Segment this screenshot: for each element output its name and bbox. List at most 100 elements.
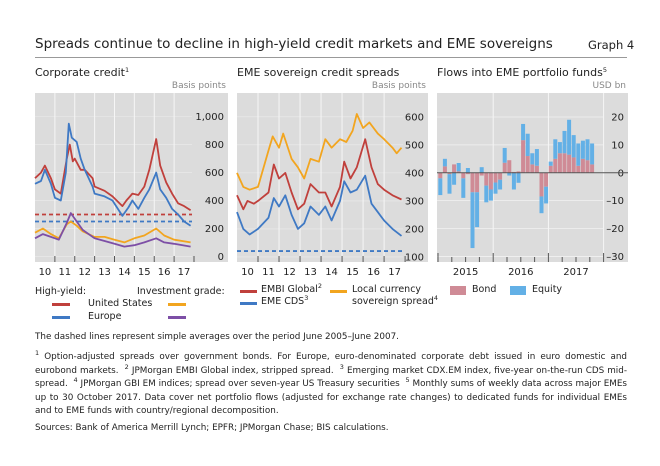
bar-equity	[507, 172, 512, 176]
panel1-plot-area	[35, 93, 228, 262]
bar-equity	[484, 185, 489, 203]
bar-equity	[465, 168, 470, 173]
bar-equity	[544, 186, 549, 204]
bar-bond	[484, 172, 489, 186]
bar-bond	[488, 172, 493, 190]
legend-swatch-bond	[450, 286, 466, 295]
x-tick-label: 2016	[508, 267, 533, 278]
bar-equity	[525, 133, 530, 157]
panel2-plot-area	[237, 93, 428, 262]
bar-equity	[498, 179, 503, 190]
legend-label-embi: EMBI Global2	[261, 282, 322, 295]
series-line-embi	[236, 138, 402, 211]
y-tick-label: 600	[205, 168, 224, 179]
footnote-ref: 3	[304, 294, 309, 302]
footnote-mark: 3	[339, 362, 344, 371]
footnote-ref: 5	[602, 66, 607, 74]
bar-equity	[548, 161, 553, 166]
bar-bond	[465, 172, 470, 175]
x-tick-label: 14	[118, 267, 131, 278]
bar-equity	[539, 196, 544, 214]
legend-label-cds: EME CDS3	[261, 294, 309, 307]
x-tick-label: 10	[39, 267, 52, 278]
legend-text: sovereign spread	[352, 296, 434, 307]
bar-bond	[548, 165, 553, 173]
dashed-lines-note: The dashed lines represent simple averag…	[35, 332, 399, 342]
y-tick-label: –30	[606, 252, 624, 263]
panel3-title: Flows into EME portfolio funds5	[437, 66, 607, 79]
legend-swatch-us-ig	[168, 303, 186, 306]
bar-equity	[479, 167, 484, 173]
bar-bond	[567, 154, 572, 173]
panel1-unit: Basis points	[171, 81, 226, 91]
bar-bond	[507, 160, 512, 173]
y-tick-label: 10	[611, 140, 624, 151]
legend-swatch-eu-hy	[52, 316, 70, 319]
bar-bond	[447, 172, 452, 175]
footnotes: 1 Option-adjusted spreads over governmen…	[35, 349, 628, 419]
x-tick-label: 16	[158, 267, 171, 278]
footnote-ref: 1	[124, 66, 130, 74]
x-tick-label: 12	[283, 267, 296, 278]
bar-bond	[562, 153, 567, 173]
bar-bond	[475, 172, 480, 193]
bar-equity	[516, 172, 521, 183]
legend-text: EME CDS	[261, 296, 305, 307]
footnote-mark: 2	[124, 362, 129, 371]
bar-bond	[590, 164, 595, 173]
y-tick-label: –10	[606, 196, 624, 207]
series-line-local	[236, 113, 403, 191]
y-tick-label: 600	[405, 112, 424, 123]
bar-equity	[470, 192, 475, 249]
footnote-mark: 1	[35, 349, 40, 357]
footnote-1: Option-adjusted spreads over government …	[35, 352, 627, 376]
legend-label-united-states: United States	[88, 298, 153, 309]
bar-equity	[502, 147, 507, 163]
bar-bond	[498, 172, 503, 180]
bar-bond	[571, 157, 576, 173]
legend-swatch-us-hy	[52, 303, 70, 306]
footnote-mark: 5	[405, 376, 410, 385]
legend-swatch-embi	[240, 290, 257, 293]
bar-bond	[516, 171, 521, 173]
bar-bond	[530, 164, 535, 173]
bar-equity	[553, 139, 558, 159]
y-tick-label: 400	[205, 196, 224, 207]
bar-bond	[557, 153, 562, 173]
bar-bond	[479, 172, 484, 176]
bar-equity	[590, 143, 595, 165]
footnote-ref: 2	[317, 282, 322, 290]
legend-swatch-equity	[510, 286, 526, 295]
y-tick-label: 1,000	[195, 112, 224, 123]
bar-bond	[539, 172, 544, 197]
panel3-title-text: Flows into EME portfolio funds	[437, 66, 603, 79]
sources-note: Sources: Bank of America Merrill Lynch; …	[35, 423, 389, 433]
legend-label-local-line1: Local currency	[352, 284, 422, 295]
bar-bond	[452, 164, 457, 173]
series-line-eu_hy	[34, 122, 192, 227]
bar-equity	[521, 123, 526, 141]
y-tick-label: –20	[606, 224, 624, 235]
x-tick-label: 16	[367, 267, 380, 278]
legend-swatch-local	[330, 290, 347, 293]
bar-equity	[438, 178, 443, 196]
series-line-cds	[236, 174, 403, 237]
bar-equity	[530, 153, 535, 165]
x-tick-label: 11	[58, 267, 71, 278]
series-line-us_hy	[34, 138, 192, 212]
y-tick-label: 200	[205, 224, 224, 235]
footnote-2: JPMorgan EMBI Global index, stripped spr…	[131, 365, 334, 376]
bar-equity	[557, 142, 562, 154]
y-tick-label: 0	[618, 168, 624, 179]
bar-bond	[502, 162, 507, 173]
bar-equity	[488, 189, 493, 201]
bar-bond	[585, 160, 590, 173]
x-tick-label: 13	[304, 267, 317, 278]
legend-label-local-line2: sovereign spread4	[352, 295, 438, 307]
legend-investment-grade-header: Investment grade:	[137, 286, 225, 297]
x-tick-label: 13	[98, 267, 111, 278]
bar-equity	[447, 174, 452, 194]
panel1-title: Corporate credit1	[35, 66, 129, 79]
footnote-5: Monthly sums of weekly data across major…	[35, 379, 628, 417]
